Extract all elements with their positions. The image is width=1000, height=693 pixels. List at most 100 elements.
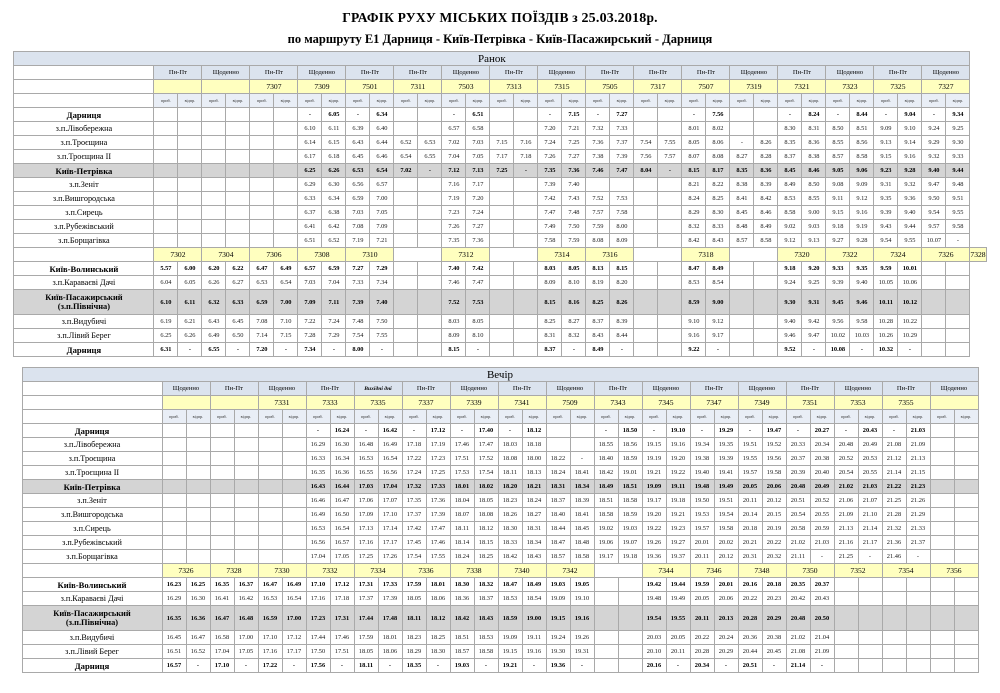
section-band: Вечір [21, 367, 979, 382]
time-cell: 19.23 [665, 521, 691, 536]
time-cell [161, 437, 187, 452]
time-cell [953, 465, 979, 480]
time-cell: 6.17 [297, 149, 323, 164]
time-cell: 16.41 [209, 591, 235, 606]
time-cell: 8.13 [585, 261, 611, 276]
time-cell: 9.16 [681, 328, 707, 343]
time-cell [233, 535, 259, 550]
table-row: Дарниця -6.05-6.34-6.51-7.15-7.27-7.56-8.… [13, 107, 986, 122]
time-cell: 8.10 [561, 275, 587, 290]
time-cell: 7.16 [513, 135, 539, 150]
time-cell: 20.24 [713, 630, 739, 645]
time-cell [633, 289, 659, 315]
time-cell: 21.09 [809, 644, 835, 659]
time-cell: 18.21 [521, 479, 547, 494]
time-cell: 6.44 [369, 135, 395, 150]
arrival-header: приб. [393, 93, 419, 108]
station-name: Дарниця [21, 658, 163, 673]
time-cell [833, 605, 859, 631]
time-cell [417, 219, 443, 234]
time-cell: 17.17 [281, 644, 307, 659]
time-cell [953, 451, 979, 466]
time-cell: 16.47 [209, 605, 235, 631]
time-cell [905, 630, 931, 645]
station-name: Київ-Петрівка [21, 479, 163, 494]
time-cell: 18.41 [569, 465, 595, 480]
time-cell: 18.18 [521, 437, 547, 452]
time-cell: 19.15 [641, 437, 667, 452]
column-daytype: Пн-Пт [489, 65, 539, 80]
departure-header: відпр. [953, 409, 979, 424]
time-cell: 21.15 [905, 465, 931, 480]
time-cell: 7.15 [489, 135, 515, 150]
column-daytype: Щоденно [545, 381, 595, 396]
time-cell: - [873, 107, 899, 122]
time-cell: 6.52 [321, 233, 347, 248]
time-cell: 8.35 [777, 135, 803, 150]
time-cell: 6.05 [321, 107, 347, 122]
time-cell: 17.26 [377, 549, 403, 564]
time-cell: - [737, 423, 763, 438]
time-cell [281, 465, 307, 480]
time-cell: 9.57 [921, 219, 947, 234]
time-cell: 8.04 [633, 163, 659, 178]
time-cell [281, 423, 307, 438]
time-cell [257, 451, 283, 466]
time-cell [617, 658, 643, 673]
time-cell [153, 149, 179, 164]
time-cell: 18.15 [473, 535, 499, 550]
time-cell [657, 121, 683, 136]
time-cell [513, 205, 539, 220]
time-cell: 7.10 [273, 314, 299, 329]
time-cell: 17.51 [329, 644, 355, 659]
time-cell: 17.39 [377, 591, 403, 606]
time-cell [249, 191, 275, 206]
time-cell: 19.15 [545, 605, 571, 631]
time-cell: 20.34 [689, 658, 715, 673]
time-cell: 6.54 [393, 149, 419, 164]
station-name: з.п.Вишгородська [21, 507, 163, 522]
train-number: 7345 [641, 395, 691, 410]
time-cell: 19.16 [665, 437, 691, 452]
time-cell: 6.26 [201, 275, 227, 290]
time-cell [729, 328, 755, 343]
time-cell: 9.52 [777, 342, 803, 357]
time-cell: 19.18 [665, 493, 691, 508]
time-cell [633, 261, 659, 276]
station-name: з.п.Видубичі [21, 630, 163, 645]
time-cell [489, 121, 515, 136]
time-cell: 7.20 [249, 342, 275, 357]
time-cell: 16.54 [329, 521, 355, 536]
time-cell: 7.36 [585, 135, 611, 150]
arrival-header: приб. [737, 409, 763, 424]
time-cell: 7.26 [537, 149, 563, 164]
evening-table-wrap: Вечір Щоденно Пн-Пт Щоденно Пн-Пт Вихідні дні… [0, 367, 1000, 673]
time-cell [209, 521, 235, 536]
return-train-number: 7326 [161, 563, 211, 578]
time-cell [161, 423, 187, 438]
time-cell: 9.00 [705, 289, 731, 315]
station-name: Київ-Пасажирський (з.п.Північна) [21, 605, 163, 631]
time-cell: 17.14 [377, 521, 403, 536]
time-cell: 18.55 [593, 437, 619, 452]
table-row: Дарниця 6.31-6.55-7.20-7.34-8.00-8.15-8.3… [13, 342, 986, 357]
time-cell: - [657, 163, 683, 178]
train-number: 7347 [689, 395, 739, 410]
time-cell [201, 233, 227, 248]
time-cell [513, 289, 539, 315]
time-cell [585, 177, 611, 192]
time-cell: 17.37 [401, 507, 427, 522]
time-cell: 18.23 [497, 493, 523, 508]
time-cell: 7.43 [561, 191, 587, 206]
time-cell: 8.15 [441, 342, 467, 357]
departure-header: відпр. [329, 409, 355, 424]
time-cell: 8.46 [753, 205, 779, 220]
time-cell: 7.00 [273, 289, 299, 315]
time-cell: 7.46 [441, 275, 467, 290]
column-daytype: Пн-Пт [401, 381, 451, 396]
time-cell: 18.37 [545, 493, 571, 508]
station-name: з.п.Борщагівка [13, 233, 155, 248]
time-cell [417, 233, 443, 248]
time-cell: 8.05 [465, 314, 491, 329]
time-cell [225, 219, 251, 234]
